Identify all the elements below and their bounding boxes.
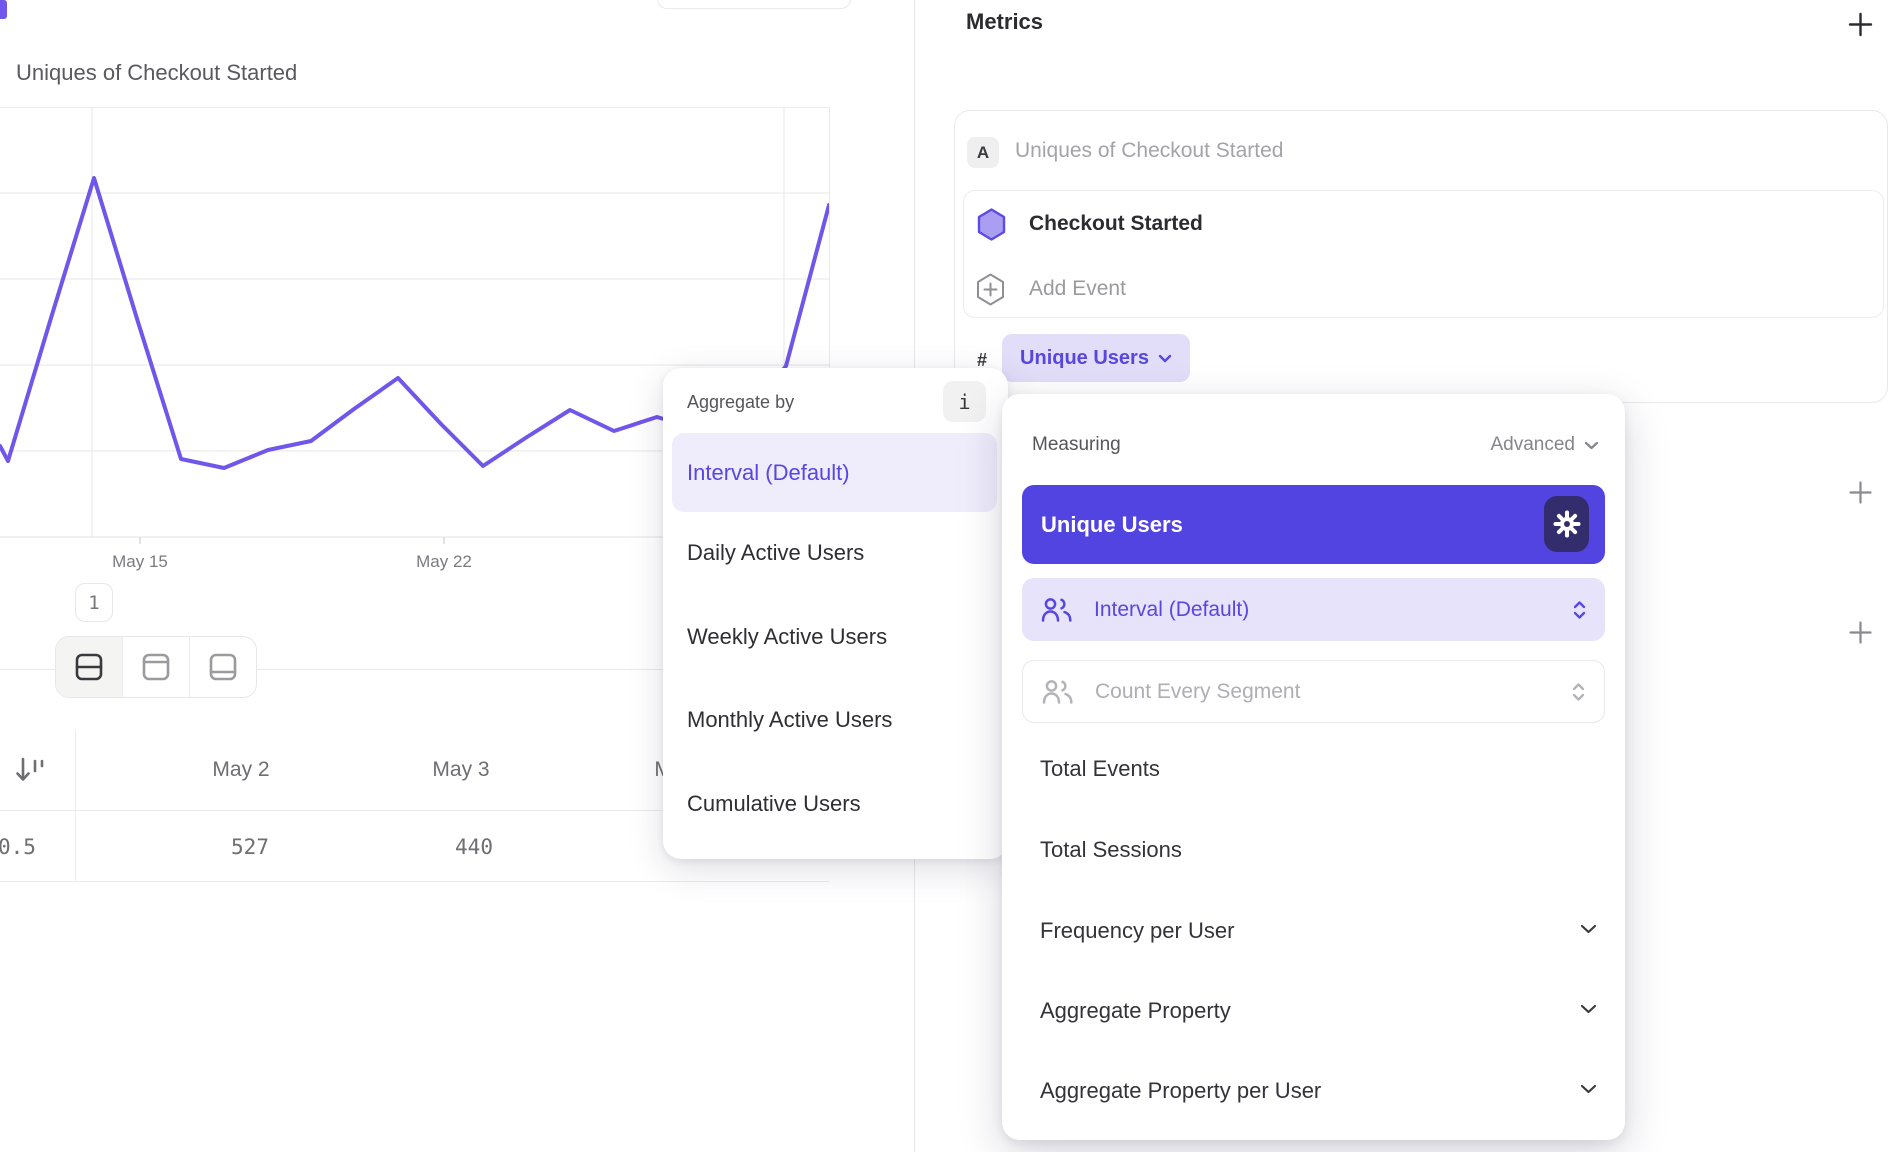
info-icon[interactable]: i xyxy=(943,381,986,422)
measure-settings-button[interactable] xyxy=(1544,496,1589,552)
add-breakdown-button[interactable] xyxy=(1847,619,1874,646)
measuring-option-aggregate-property[interactable]: Aggregate Property xyxy=(1040,998,1231,1023)
aggregate-option-wau[interactable]: Weekly Active Users xyxy=(687,624,888,649)
measuring-option-total-sessions[interactable]: Total Sessions xyxy=(1040,837,1182,862)
event-list-card xyxy=(963,190,1884,318)
aggregate-option-mau[interactable]: Monthly Active Users xyxy=(687,707,893,732)
event-hexagon-icon xyxy=(977,208,1006,241)
measuring-option-total-events[interactable]: Total Events xyxy=(1040,756,1160,781)
table-cell-may2: 527 xyxy=(231,835,269,859)
split-view-icon xyxy=(75,652,103,682)
chevron-down-icon[interactable] xyxy=(1580,924,1597,934)
numeric-metric-glyph: # xyxy=(977,350,988,370)
measurement-chip-label: Unique Users xyxy=(1020,346,1149,369)
x-axis-label-may15: May 15 xyxy=(112,552,168,571)
sort-rows-icon[interactable] xyxy=(13,752,51,790)
unique-users-label: Unique Users xyxy=(1041,511,1183,537)
table-column-divider xyxy=(75,730,76,881)
advanced-label: Advanced xyxy=(1490,434,1575,455)
x-axis-label-may22: May 22 xyxy=(416,552,472,571)
measuring-row-interval[interactable]: Interval (Default) xyxy=(1022,578,1605,641)
legend-color-swatch xyxy=(0,0,7,19)
add-event-button[interactable]: Add Event xyxy=(1029,277,1126,300)
people-icon xyxy=(1042,679,1073,704)
measuring-option-unique-users-selected[interactable]: Unique Users xyxy=(1022,485,1605,564)
table-header-may3[interactable]: May 3 xyxy=(432,758,490,781)
aggregate-by-title: Aggregate by xyxy=(687,392,795,412)
table-bottom-divider xyxy=(0,881,829,882)
chart-card-bottom-border xyxy=(0,669,829,670)
metric-letter-badge: A xyxy=(967,137,999,168)
chevron-down-icon xyxy=(1158,354,1172,362)
measuring-popup: Measuring Advanced Unique Users xyxy=(1002,394,1625,1140)
updown-chevrons-icon xyxy=(1572,682,1585,701)
metric-title[interactable]: Uniques of Checkout Started xyxy=(1015,139,1284,162)
measuring-title: Measuring xyxy=(1032,434,1121,455)
segment-row-label: Count Every Segment xyxy=(1095,679,1301,703)
add-metric-button[interactable] xyxy=(1846,10,1875,39)
measurement-chip[interactable]: Unique Users xyxy=(1002,334,1190,382)
people-icon xyxy=(1041,597,1072,622)
event-name[interactable]: Checkout Started xyxy=(1029,212,1203,235)
aggregate-option-dau[interactable]: Daily Active Users xyxy=(687,540,865,565)
view-toggle-group xyxy=(55,636,257,698)
chevron-down-icon xyxy=(1584,441,1599,449)
toolbar-button-fragment[interactable] xyxy=(657,0,851,9)
chart-card-top-border xyxy=(0,107,829,108)
metrics-section-title: Metrics xyxy=(966,9,1044,34)
split-view-button[interactable] xyxy=(56,637,122,697)
add-filter-button[interactable] xyxy=(1847,479,1874,506)
chart-only-view-icon xyxy=(142,652,170,682)
measuring-option-aggregate-property-per-user[interactable]: Aggregate Property per User xyxy=(1040,1078,1322,1103)
table-cell-may3: 440 xyxy=(455,835,493,859)
updown-chevrons-icon xyxy=(1573,600,1586,619)
table-bottom-view-icon xyxy=(209,652,237,682)
pagination-badge[interactable]: 1 xyxy=(75,583,113,622)
gear-icon xyxy=(1553,510,1580,538)
table-header-may2[interactable]: May 2 xyxy=(212,758,270,781)
measuring-row-count-every-segment[interactable]: Count Every Segment xyxy=(1022,660,1605,723)
chart-only-view-button[interactable] xyxy=(122,637,189,697)
aggregate-by-popup: Aggregate by i Interval (Default) Daily … xyxy=(663,368,1008,859)
interval-row-label: Interval (Default) xyxy=(1094,597,1250,621)
advanced-toggle[interactable]: Advanced xyxy=(1490,434,1599,456)
chevron-down-icon[interactable] xyxy=(1580,1004,1597,1014)
add-event-icon xyxy=(976,273,1005,306)
aggregate-option-cumulative[interactable]: Cumulative Users xyxy=(687,791,861,816)
aggregate-option-interval-selected[interactable]: Interval (Default) xyxy=(672,433,997,512)
table-bottom-view-button[interactable] xyxy=(189,637,256,697)
chevron-down-icon[interactable] xyxy=(1580,1084,1597,1094)
table-header-divider xyxy=(0,810,829,811)
measuring-option-frequency-per-user[interactable]: Frequency per User xyxy=(1040,918,1235,943)
table-row-label: 0.5 xyxy=(0,835,36,859)
legend-label[interactable]: Uniques of Checkout Started xyxy=(16,60,298,85)
